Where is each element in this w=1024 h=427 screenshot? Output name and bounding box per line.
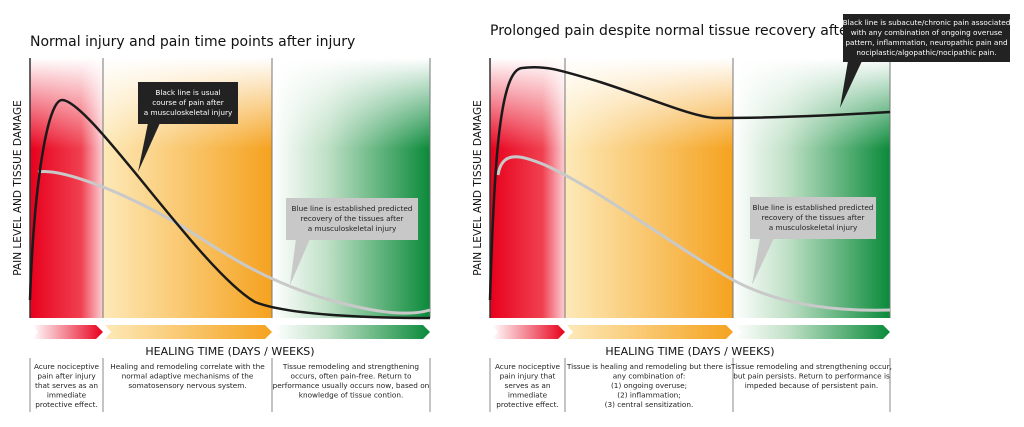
panel-title: Prolonged pain despite normal tissue rec… xyxy=(490,23,897,39)
phase-arrow xyxy=(274,325,430,339)
phase-description: serves as an xyxy=(505,381,551,390)
callout-text: Blue line is established predicted xyxy=(292,204,413,213)
phase-description: protective effect. xyxy=(35,400,98,409)
phase-description: performance usually occurs now, based on xyxy=(273,381,430,390)
phase-description: Tissue remodeling and strengthening occu… xyxy=(730,362,892,371)
callout-text: nociplastic/algopathic/nocipathic pain. xyxy=(856,48,996,57)
phase-description: (2) inflammation; xyxy=(617,391,681,400)
pain-line xyxy=(28,98,431,320)
callout-box xyxy=(286,198,418,240)
phase-description: protective effect. xyxy=(496,400,559,409)
phase-description: Acure nociceptive xyxy=(34,362,100,371)
phase-description: immediate xyxy=(47,391,87,400)
callout-text: Black line is usual xyxy=(155,88,220,97)
x-axis-label: HEALING TIME (DAYS / WEEKS) xyxy=(145,345,314,358)
phase-description: pain after injury xyxy=(37,372,96,381)
callout-text: course of pain after xyxy=(152,98,223,107)
phase-description: pain injury that xyxy=(500,372,556,381)
top-fade xyxy=(490,58,890,318)
panels: Normal injury and pain time points after… xyxy=(12,14,1010,412)
pain-line xyxy=(488,65,891,301)
phase-arrow xyxy=(735,325,890,339)
phase-description: Healing and remodeling correlate with th… xyxy=(110,362,265,371)
phase-description: that serves as an xyxy=(35,381,98,390)
x-axis-label: HEALING TIME (DAYS / WEEKS) xyxy=(605,345,774,358)
callout-text: pattern, inflammation, neuropathic pain … xyxy=(845,38,1007,47)
phase-arrow xyxy=(32,325,103,339)
callout-text: a musculoskeletal injury xyxy=(144,108,233,117)
phase-description: but pain persists. Return to performance… xyxy=(733,372,890,381)
callout-text: recovery of the tissues after xyxy=(762,213,865,222)
callout-text: with any combination of ongoing overuse xyxy=(851,28,1003,37)
phase-description: Tissue is healing and remodeling but the… xyxy=(566,362,731,371)
callout-box xyxy=(750,197,876,239)
y-axis-label: PAIN LEVEL AND TISSUE DAMAGE xyxy=(472,100,484,276)
callout-text: recovery of the tissues after xyxy=(301,214,404,223)
phase-description: normal adaptive mechanisms of the xyxy=(122,372,254,381)
callout-box xyxy=(843,14,1010,62)
phase-arrow xyxy=(105,325,272,339)
callout-text: Black line is subacute/chronic pain asso… xyxy=(843,18,1011,27)
phase-description: somatosensory nervous system. xyxy=(128,381,246,390)
phase-description: any combination of: xyxy=(613,372,686,381)
tissue-recovery-line xyxy=(496,155,891,312)
phase-arrow xyxy=(567,325,733,339)
phase-description: Tissue remodeling and strengthening xyxy=(282,362,419,371)
panel-title: Normal injury and pain time points after… xyxy=(30,34,355,50)
phase-description: (1) ongoing overuse; xyxy=(611,381,687,390)
callout-pointer xyxy=(752,238,774,285)
phase-description: (3) central sensitization. xyxy=(605,400,694,409)
phase-description: immediate xyxy=(508,391,548,400)
callout-pointer xyxy=(840,61,862,108)
callout-text: a musculoskeletal injury xyxy=(769,223,858,232)
callout-pointer xyxy=(138,123,160,172)
y-axis-label: PAIN LEVEL AND TISSUE DAMAGE xyxy=(12,100,24,276)
callout-text: Blue line is established predicted xyxy=(753,203,874,212)
phase-description: knowledge of tissue contion. xyxy=(299,391,404,400)
phase-description: impeded because of persistent pain. xyxy=(745,381,879,390)
phase-description: occurs, often pain-free. Return to xyxy=(290,372,412,381)
tissue-recovery-line xyxy=(37,170,431,315)
phase-description: Acure nociceptive xyxy=(495,362,561,371)
phase-arrow xyxy=(492,325,565,339)
callout-box xyxy=(138,82,238,124)
callout-pointer xyxy=(290,239,310,285)
callout-text: a musculoskeletal injury xyxy=(308,224,397,233)
